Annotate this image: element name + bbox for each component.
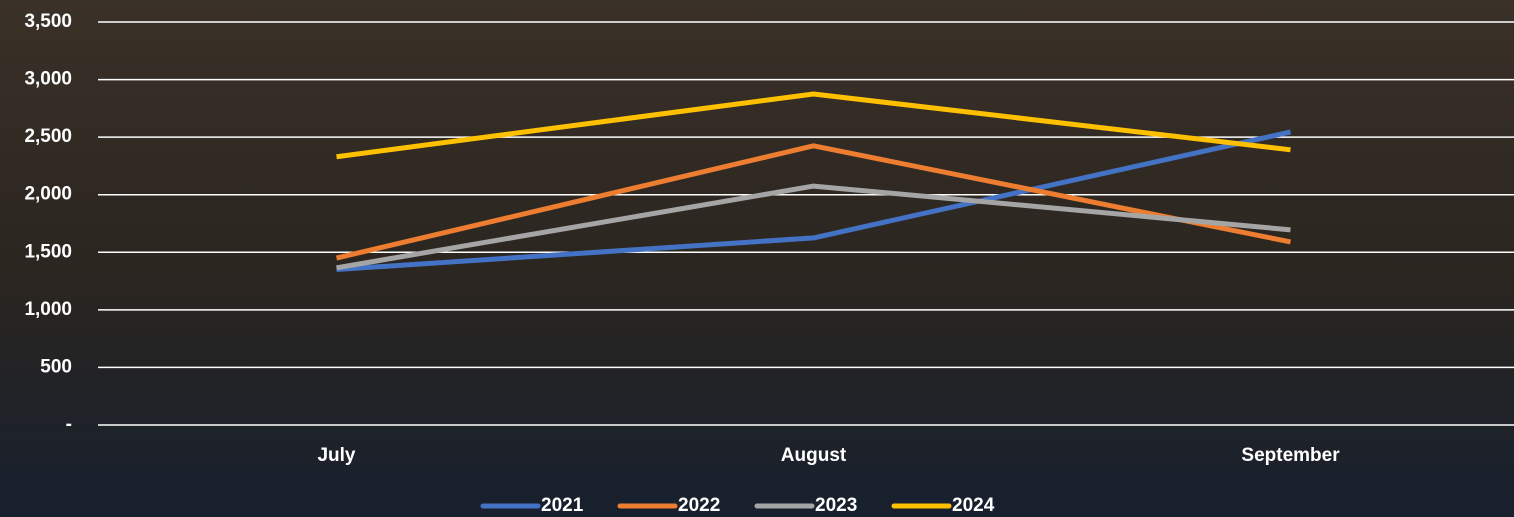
- y-tick-label: -: [66, 414, 72, 435]
- legend-label: 2021: [541, 495, 584, 516]
- y-tick-label: 1,500: [24, 241, 72, 262]
- x-tick-label: July: [317, 445, 355, 466]
- x-tick-label: September: [1241, 445, 1340, 466]
- y-tick-label: 3,500: [24, 11, 72, 32]
- y-tick-label: 1,000: [24, 299, 72, 320]
- series-line: [336, 91, 1291, 160]
- y-tick-label: 2,500: [24, 126, 72, 147]
- legend-label: 2022: [678, 495, 720, 516]
- legend-label: 2023: [815, 495, 857, 516]
- series-line: [335, 143, 1291, 261]
- y-tick-label: 3,000: [24, 69, 72, 90]
- y-tick-label: 2,000: [24, 184, 72, 205]
- series-line: [336, 129, 1292, 273]
- y-tick-label: 500: [40, 356, 72, 377]
- x-tick-label: August: [781, 445, 847, 466]
- series-line: [336, 183, 1291, 271]
- legend-label: 2024: [952, 495, 995, 516]
